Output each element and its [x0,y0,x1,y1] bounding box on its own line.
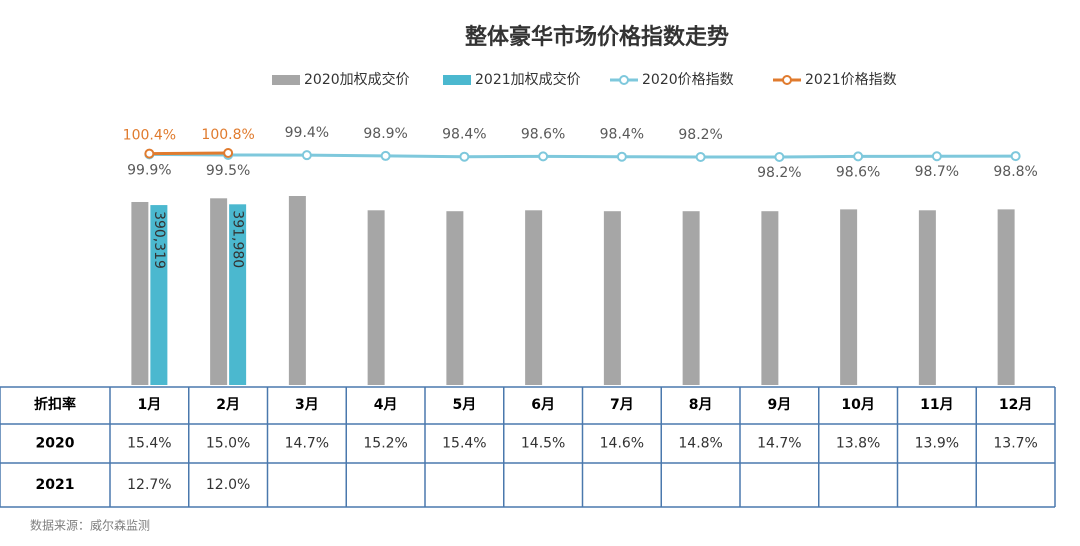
marker [538,151,549,162]
data-label: 98.2% [678,127,722,143]
legend-swatch [619,75,629,85]
table-cell: 12.7% [127,477,171,493]
table-cell: 14.7% [757,436,801,452]
table-header: 1月 [138,397,162,413]
legend-swatch [782,75,792,85]
table-header: 9月 [768,397,792,413]
marker [774,152,785,162]
table-cell: 15.2% [363,436,407,452]
data-label: 391,980 [230,210,246,268]
chart-title: 整体豪华市场价格指数走势 [465,24,729,50]
marker [144,148,155,159]
legend-label: 2021加权成交价 [475,71,581,88]
bar [210,198,228,385]
marker [931,151,942,162]
bar [840,209,858,385]
table-cell: 12.0% [206,477,250,493]
table-header: 5月 [453,397,477,413]
data-label: 98.2% [757,165,801,181]
bar [918,210,936,385]
data-label: 98.9% [363,126,407,142]
table-cell: 13.8% [836,436,880,452]
bar [229,204,247,385]
marker [223,148,234,158]
table-header: 8月 [689,397,713,413]
data-label: 98.6% [521,126,565,142]
marker [459,151,470,162]
table-corner: 折扣率 [34,396,76,413]
table-row-label: 2020 [36,436,75,452]
marker [695,152,706,162]
source: 数据来源：威尔森监测 [30,518,150,533]
bar [525,210,543,385]
bar [150,205,168,385]
marker [1010,151,1021,162]
legend-label: 2020价格指数 [642,72,734,88]
bar [367,210,385,385]
line [149,151,229,156]
table-cell: 15.4% [127,436,171,452]
table-header: 12月 [999,397,1032,413]
bar [761,211,779,385]
data-label: 99.9% [127,162,171,178]
bar [288,196,306,385]
table-cell: 14.5% [521,436,565,452]
table-header: 6月 [531,397,555,413]
data-label: 100.4% [123,128,176,144]
table-cell: 13.9% [915,436,959,452]
bar [997,209,1015,385]
table-cell: 14.7% [285,436,329,452]
legend-swatch [443,75,471,85]
bar [682,211,700,385]
table-header: 11月 [920,397,953,413]
data-label: 98.7% [915,164,959,180]
marker [853,151,864,162]
data-label: 98.6% [836,164,880,180]
table-cell: 14.8% [678,436,722,452]
bar [603,211,621,385]
bar [131,201,149,385]
marker [301,150,312,161]
data-label: 98.4% [600,127,644,143]
data-label: 98.8% [993,164,1037,180]
data-label: 390,319 [151,211,167,269]
data-label: 99.5% [206,163,250,179]
bar [446,211,464,385]
data-label: 99.4% [285,125,329,141]
table-cell: 15.4% [442,436,486,452]
table-header: 10月 [841,397,874,413]
table-cell: 15.0% [206,436,250,452]
table-header: 3月 [295,397,319,413]
legend-label: 2021价格指数 [805,72,897,88]
legend-label: 2020加权成交价 [304,71,410,88]
line [149,152,1016,159]
data-label: 98.4% [442,127,486,143]
table-cell: 14.6% [600,436,644,452]
table-row-label: 2021 [36,477,75,493]
marker [380,150,391,161]
table-header: 2月 [216,397,240,413]
table-cell: 13.7% [993,436,1037,452]
data-label: 100.8% [201,127,254,143]
marker [616,151,627,162]
legend-swatch [272,75,300,85]
table-header: 4月 [374,397,398,413]
table-header: 7月 [610,397,634,413]
